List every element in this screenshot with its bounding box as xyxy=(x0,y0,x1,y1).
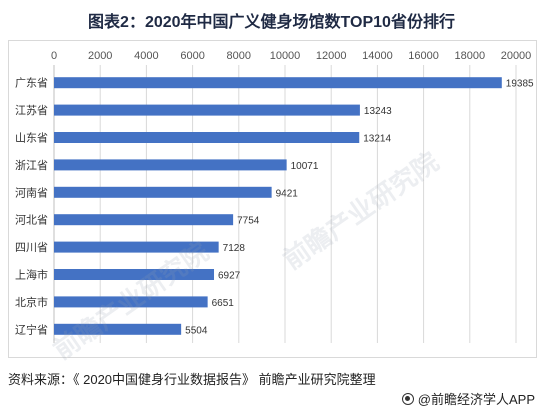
category-label: 广东省 xyxy=(15,77,48,90)
bar-chart: 0 2000 4000 6000 8000 10000 12000 14000 16000 180… xyxy=(15,50,534,343)
data-label: 13214 xyxy=(363,134,391,145)
x-tick-label: 8000 xyxy=(227,50,251,62)
category-label: 江苏省 xyxy=(15,104,48,117)
bar xyxy=(54,77,502,89)
brand-text: @前瞻经济学人APP xyxy=(417,392,535,407)
bar xyxy=(54,241,219,253)
bar xyxy=(54,186,272,198)
x-tick-label: 12000 xyxy=(316,50,347,62)
data-label: 5504 xyxy=(185,325,208,336)
bar xyxy=(54,132,360,143)
x-tick-label: 2000 xyxy=(88,50,112,62)
data-label: 10071 xyxy=(291,161,319,172)
x-tick-label: 0 xyxy=(51,50,57,62)
x-tick-label: 18000 xyxy=(455,50,486,62)
data-label: 7754 xyxy=(237,216,260,227)
x-tick-label: 14000 xyxy=(362,50,393,62)
chart-title: 图表2：2020年中国广义健身场馆数TOP10省份排行 xyxy=(88,14,455,31)
category-label: 浙江省 xyxy=(15,159,48,172)
bar xyxy=(54,159,287,171)
x-tick-label: 16000 xyxy=(408,50,439,62)
category-label: 上海市 xyxy=(15,268,48,282)
x-tick-label: 6000 xyxy=(180,50,204,62)
brand-credit: @前瞻经济学人APP xyxy=(401,389,535,408)
source-note: 资料来源：《 2020中国健身行业数据报告》 前瞻产业研究院整理 xyxy=(8,372,376,387)
category-label: 辽宁省 xyxy=(15,322,48,336)
data-label: 7128 xyxy=(223,243,246,254)
data-label: 9421 xyxy=(276,188,299,199)
data-label: 13243 xyxy=(364,106,392,117)
category-label: 河北省 xyxy=(15,214,48,227)
chart-area: 0 2000 4000 6000 8000 10000 12000 14000 16000 180… xyxy=(8,40,537,365)
x-tick-label: 10000 xyxy=(270,50,301,62)
category-label: 北京市 xyxy=(15,295,48,309)
bar xyxy=(54,323,182,335)
bar xyxy=(54,214,234,226)
bar xyxy=(54,269,215,280)
bar xyxy=(54,296,208,308)
data-label: 19385 xyxy=(506,79,534,90)
category-label: 四川省 xyxy=(15,241,48,254)
x-tick-label: 20000 xyxy=(501,50,532,62)
category-label: 山东省 xyxy=(15,132,48,145)
category-label: 河南省 xyxy=(15,186,48,199)
brand-logo-icon xyxy=(401,392,414,405)
data-label: 6651 xyxy=(212,298,235,309)
data-label: 6927 xyxy=(218,271,241,282)
bar xyxy=(54,104,360,116)
x-tick-label: 4000 xyxy=(134,50,158,62)
